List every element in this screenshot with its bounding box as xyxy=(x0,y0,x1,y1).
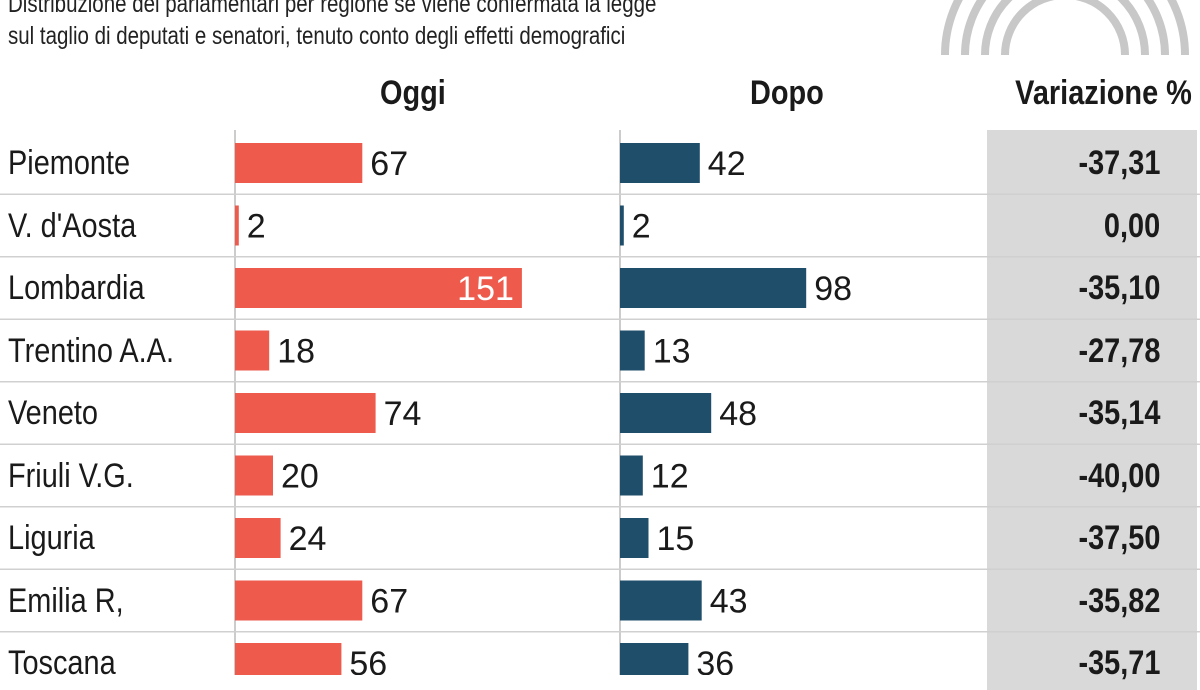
bar-dopo xyxy=(620,268,807,308)
variation-value: -27,78 xyxy=(1078,331,1160,370)
region-label: Friuli V.G. xyxy=(8,456,134,495)
value-label-oggi: 151 xyxy=(457,270,514,308)
region-label: Trentino A.A. xyxy=(8,331,175,370)
value-label-oggi: 2 xyxy=(247,208,266,246)
variation-value: -37,50 xyxy=(1078,519,1160,557)
bar-dopo xyxy=(620,205,624,246)
variation-value: -35,10 xyxy=(1078,269,1160,307)
region-label: V. d'Aosta xyxy=(8,206,137,245)
value-label-oggi: 67 xyxy=(370,583,408,621)
subtitle-line-2: sul taglio di deputati e senatori, tenut… xyxy=(8,22,626,50)
region-label: Emilia R, xyxy=(8,581,124,620)
bar-dopo xyxy=(620,580,702,621)
bar-oggi xyxy=(235,455,273,496)
variation-column-band xyxy=(987,130,1197,690)
bar-oggi xyxy=(235,393,376,433)
value-label-dopo: 98 xyxy=(814,270,852,308)
region-label: Liguria xyxy=(8,519,95,557)
bar-oggi xyxy=(235,643,342,675)
variation-value: -35,14 xyxy=(1078,394,1160,432)
variation-value: -37,31 xyxy=(1078,144,1160,182)
variation-value: -35,82 xyxy=(1078,581,1160,620)
value-label-oggi: 56 xyxy=(349,645,387,675)
region-label: Piemonte xyxy=(8,144,131,182)
value-label-oggi: 20 xyxy=(281,458,319,496)
region-label: Veneto xyxy=(8,394,99,432)
value-label-dopo: 13 xyxy=(653,333,691,371)
subtitle-line-1: Distribuzione dei parlamentari per regio… xyxy=(8,0,657,18)
bar-dopo xyxy=(620,455,643,496)
variation-value: 0,00 xyxy=(1103,206,1160,245)
bar-dopo xyxy=(620,393,712,433)
value-label-dopo: 36 xyxy=(696,645,734,675)
value-label-dopo: 2 xyxy=(632,208,651,246)
header-dopo: Dopo xyxy=(750,74,824,112)
bar-oggi xyxy=(235,268,522,308)
value-label-dopo: 48 xyxy=(719,395,757,433)
bar-dopo xyxy=(620,518,649,558)
bar-dopo xyxy=(620,643,689,675)
bar-oggi xyxy=(235,205,239,246)
bar-dopo xyxy=(620,143,700,183)
region-label: Lombardia xyxy=(8,269,145,307)
value-label-oggi: 18 xyxy=(277,333,315,371)
value-label-dopo: 43 xyxy=(710,583,748,621)
value-label-oggi: 67 xyxy=(370,145,408,183)
bar-oggi xyxy=(235,580,363,621)
value-label-oggi: 74 xyxy=(384,395,422,433)
variation-value: -40,00 xyxy=(1078,456,1160,495)
value-label-dopo: 42 xyxy=(708,145,746,183)
value-label-oggi: 24 xyxy=(289,520,327,558)
bar-oggi xyxy=(235,143,363,183)
value-label-dopo: 12 xyxy=(651,458,689,496)
bar-oggi xyxy=(235,330,270,371)
parliament-logo-icon xyxy=(941,0,1189,56)
chart-subtitle: Distribuzione dei parlamentari per regio… xyxy=(8,0,771,52)
bar-chart: 67 42 2 2 151 98 18 13 74 48 20 12 24 15 67 43 56 36 xyxy=(0,130,1200,675)
header-variazione: Variazione % xyxy=(1015,74,1192,112)
bar-dopo xyxy=(620,330,645,371)
bar-oggi xyxy=(235,518,281,558)
value-label-dopo: 15 xyxy=(657,520,695,558)
header-oggi: Oggi xyxy=(380,74,446,112)
